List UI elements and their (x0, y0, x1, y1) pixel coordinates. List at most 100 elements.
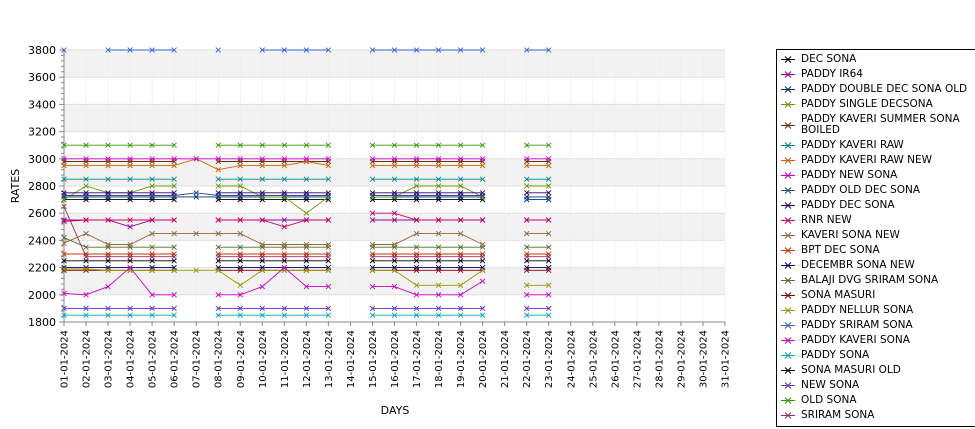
data-point (303, 267, 310, 274)
data-point (369, 162, 376, 169)
data-point (325, 162, 332, 169)
data-point (83, 312, 89, 318)
data-point (523, 292, 530, 298)
data-point (457, 142, 464, 148)
data-point (171, 258, 177, 264)
data-point (83, 142, 89, 148)
data-point (546, 244, 552, 250)
y-tick-label: 2800 (28, 180, 56, 193)
data-point (479, 258, 486, 264)
x-tick-label: 30-01-2024 (698, 330, 709, 388)
y-tick-label: 2000 (28, 289, 56, 302)
data-point (369, 47, 376, 53)
data-point (127, 217, 133, 223)
data-point (457, 183, 464, 189)
data-point (369, 190, 376, 196)
data-point (127, 176, 133, 182)
x-tick-label: 05-01-2024 (148, 330, 159, 388)
legend-item: PADDY KAVERI SUMMER SONA BOILED (777, 112, 967, 138)
data-point (546, 142, 552, 148)
data-point (369, 254, 376, 260)
y-tick-label: 3800 (28, 44, 56, 57)
data-point (546, 176, 552, 182)
data-point (61, 266, 67, 272)
data-point (303, 254, 310, 260)
data-point (325, 190, 332, 196)
data-point (435, 217, 442, 223)
data-point (237, 292, 243, 298)
data-point (435, 156, 442, 162)
data-point (149, 230, 155, 237)
data-point (149, 190, 155, 196)
legend-label: PADDY SINGLE DECSONA (801, 98, 933, 110)
data-point (259, 258, 266, 264)
x-tick-label: 22-01-2024 (522, 330, 533, 388)
data-point (149, 162, 155, 169)
legend-label: NEW SONA (801, 379, 860, 391)
data-point (215, 258, 221, 264)
data-point (61, 203, 67, 210)
data-point (237, 267, 243, 274)
data-point (83, 156, 89, 162)
series-line (63, 212, 549, 228)
data-point (83, 258, 89, 264)
legend-label: DECEMBR SONA NEW (801, 259, 915, 271)
data-point (435, 254, 442, 260)
data-point (61, 162, 67, 169)
data-point (303, 47, 310, 53)
x-tick-label: 21-01-2024 (500, 330, 511, 388)
data-point (83, 254, 89, 260)
legend-label: SONA MASURI (801, 289, 876, 301)
data-point (413, 244, 420, 250)
data-point (435, 183, 442, 189)
data-point (259, 254, 266, 260)
legend-label: BALAJI DVG SRIRAM SONA (801, 274, 939, 286)
series-paddy-dec-sona (61, 190, 552, 196)
data-point (237, 176, 243, 182)
legend-item: PADDY SONA (777, 348, 975, 363)
data-point (523, 190, 530, 196)
data-point (237, 258, 243, 264)
data-point (237, 244, 243, 250)
data-point (523, 196, 530, 203)
legend-label: PADDY NELLUR SONA (801, 304, 914, 316)
legend-item: PADDY DOUBLE DEC SONA OLD (777, 82, 975, 97)
legend-item: BALAJI DVG SRIRAM SONA (777, 273, 975, 288)
data-point (303, 190, 310, 196)
legend-label: PADDY KAVERI RAW NEW (801, 154, 933, 166)
data-point (149, 292, 155, 298)
data-point (127, 162, 133, 169)
data-point (325, 47, 332, 53)
legend-item: BPT DEC SONA (777, 243, 975, 258)
x-tick-label: 25-01-2024 (588, 330, 599, 388)
data-point (435, 142, 442, 148)
legend-item: DECEMBR SONA NEW (777, 258, 975, 273)
data-point (149, 312, 155, 318)
data-point (546, 47, 552, 53)
data-point (281, 254, 288, 260)
data-point (546, 183, 552, 189)
data-point (281, 312, 288, 318)
data-point (523, 282, 530, 288)
data-point (127, 258, 133, 264)
data-point (479, 162, 486, 169)
x-tick-label: 13-01-2024 (324, 330, 335, 388)
data-point (281, 305, 288, 312)
legend-marker-icon (781, 395, 795, 406)
data-point (391, 190, 398, 196)
series-rnr-new (61, 210, 552, 230)
data-point (61, 196, 67, 203)
y-tick-label: 2600 (28, 207, 56, 220)
legend-item: RNR NEW (777, 213, 975, 228)
data-point (413, 282, 420, 288)
data-point (325, 305, 332, 312)
data-point (281, 258, 288, 264)
data-point (171, 230, 177, 237)
data-point (83, 217, 89, 223)
x-tick-label: 06-01-2024 (170, 330, 181, 388)
data-point (457, 230, 464, 237)
x-tick-label: 11-01-2024 (280, 330, 291, 388)
legend-marker-icon (781, 275, 795, 286)
data-point (369, 156, 376, 162)
